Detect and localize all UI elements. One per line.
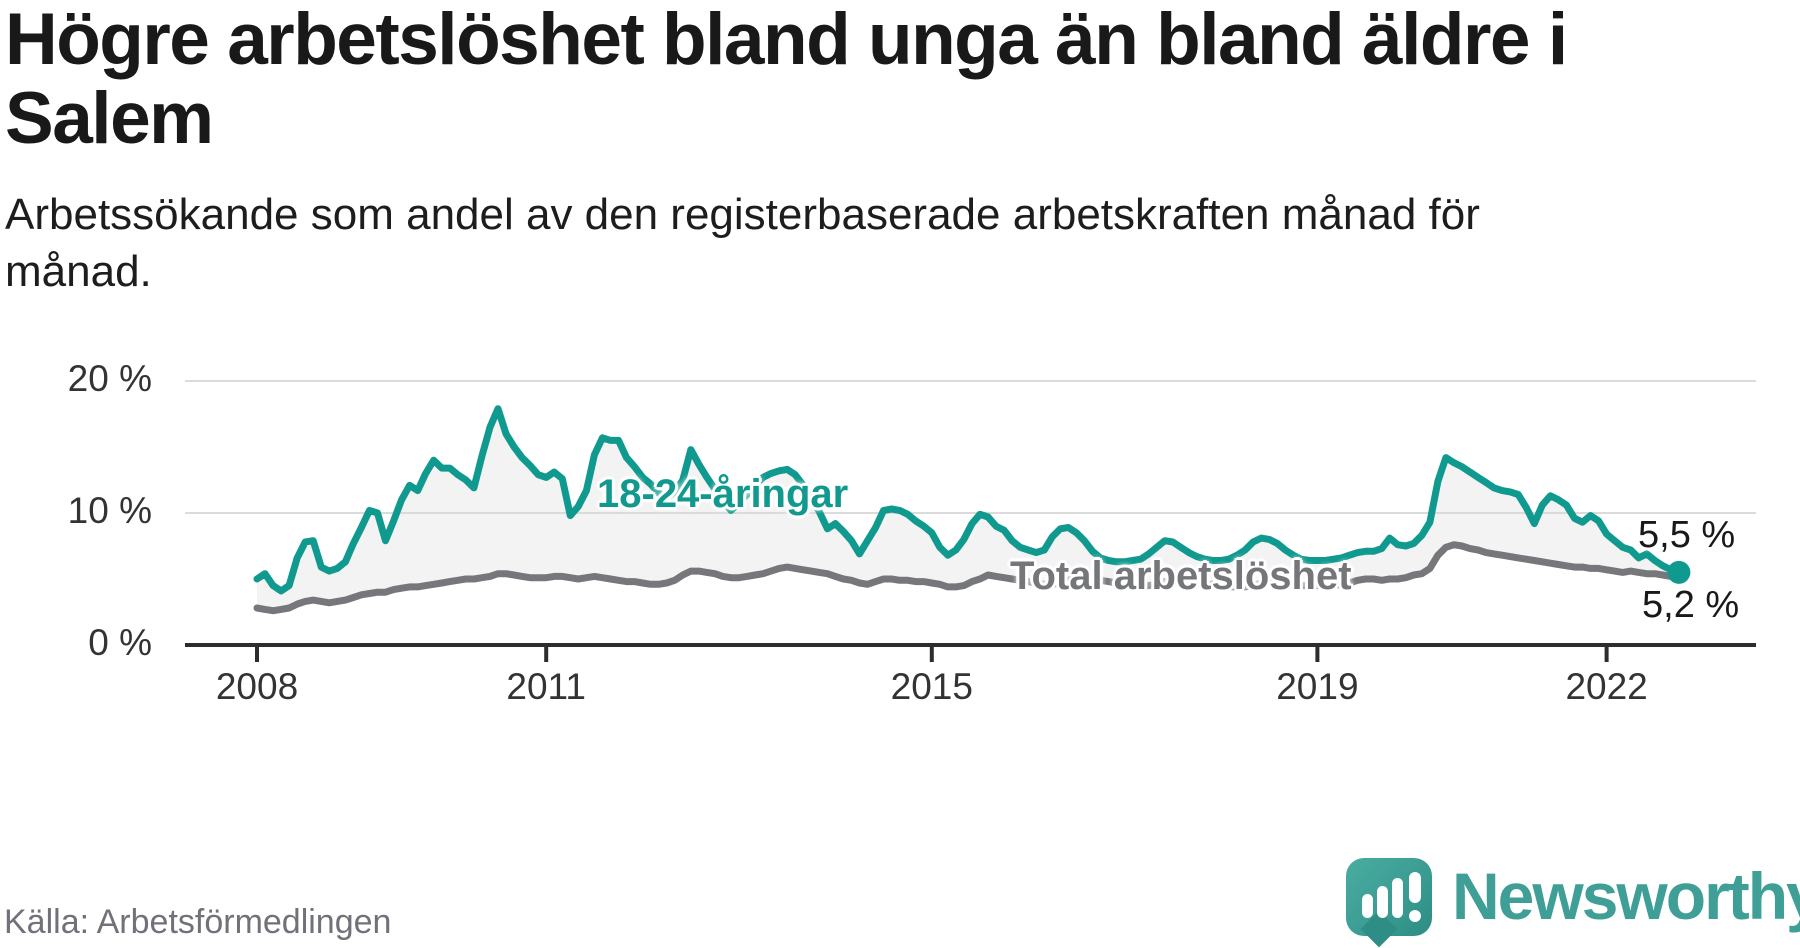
series-label-youth: 18-24-åringar — [597, 472, 849, 516]
youth-unemployment-line — [253, 405, 1683, 595]
series-end-dot — [1667, 560, 1691, 584]
x-axis-label-2022: 2022 — [1565, 666, 1648, 707]
area-between-series — [257, 408, 1679, 611]
y-axis-label-0: 0 % — [88, 622, 152, 663]
logo-bar-chart-icon — [1392, 878, 1403, 918]
page-title: Högre arbetslöshet bland unga än bland ä… — [5, 0, 1568, 159]
gridlines-overlay — [185, 380, 1756, 514]
series-label-total: Total arbetslöshet — [1010, 554, 1352, 598]
end-value-total: 5,2 % — [1642, 584, 1740, 626]
logo-exclamation-icon — [1409, 872, 1421, 903]
x-axis-label-2008: 2008 — [215, 666, 299, 707]
x-axis-label-2019: 2019 — [1276, 666, 1359, 707]
logo-bar-chart-icon — [1362, 894, 1373, 918]
x-axis-label-2015: 2015 — [890, 666, 973, 707]
chart-subtitle: Arbetssökande som andel av den registerb… — [5, 186, 1480, 300]
x-axis-label-2011: 2011 — [506, 666, 586, 707]
y-axis-label-20: 20 % — [67, 358, 152, 399]
end-value-youth: 5,5 % — [1638, 514, 1736, 556]
title-line-1: Högre arbetslöshet bland unga än bland ä… — [5, 0, 1568, 80]
source-note: Källa: Arbetsförmedlingen — [4, 903, 392, 941]
subtitle-line-1: Arbetssökande som andel av den registerb… — [5, 190, 1480, 239]
total-unemployment-line — [253, 541, 1683, 615]
y-axis-label-10: 10 % — [67, 490, 152, 531]
logo-bar-chart-icon — [1377, 886, 1388, 918]
brand-wordmark: Newsworthy — [1452, 859, 1800, 933]
logo-exclamation-dot-icon — [1409, 910, 1421, 922]
x-axis — [185, 643, 1756, 662]
subtitle-line-2: månad. — [5, 247, 152, 296]
title-line-2: Salem — [5, 78, 214, 159]
